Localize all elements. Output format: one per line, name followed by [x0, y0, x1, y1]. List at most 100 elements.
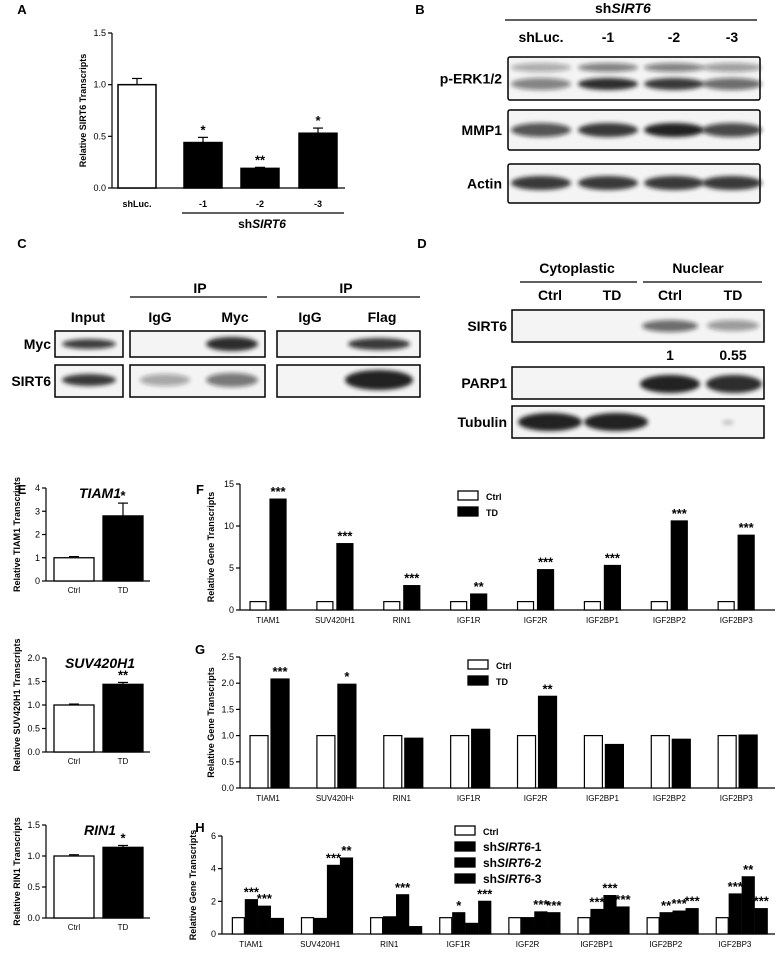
panel-f-y-tick-label: 5 — [229, 563, 234, 573]
panel-g-legend-label: TD — [496, 677, 508, 687]
panel-f-bar — [470, 593, 488, 611]
panel-g-y-tick-label: 2.0 — [221, 678, 234, 688]
panel-e-3-y-tick-label: 0.5 — [27, 882, 40, 892]
panel-a-x-tick-label: -3 — [314, 199, 322, 209]
panel-g-bar — [249, 734, 269, 789]
panel-e-1-y-axis-label: Relative TIAM1 Transcripts — [12, 477, 22, 592]
panel-e-2-x-tick-label: TD — [118, 757, 129, 766]
panel-g-x-tick-label: IGF2BP2 — [653, 794, 686, 803]
panel-f-x-tick-label: IGF2R — [524, 616, 548, 625]
panel-c-igg2-label: IgG — [298, 309, 321, 325]
panel-b-mmp1-band — [511, 123, 571, 137]
panel-h-significance: *** — [754, 894, 770, 909]
panel-h-x-tick-label: IGF1R — [447, 940, 471, 949]
panel-h-y-tick-label: 4 — [211, 864, 216, 874]
panel-h-bar — [534, 911, 548, 935]
panel-letter-G: G — [195, 642, 205, 657]
panel-h-legend-label: shSIRT6-3 — [483, 872, 542, 886]
panel-b-mmp1-band — [578, 123, 638, 137]
panel-c-myc-sirt6-band — [206, 373, 258, 387]
panel-c-row-label: Myc — [24, 336, 51, 352]
panel-a-y-tick-label: 0.5 — [93, 131, 106, 141]
panel-h-legend-swatch — [454, 841, 476, 852]
panel-e-3-x-tick-label: Ctrl — [68, 923, 81, 932]
panel-f-legend-label: Ctrl — [486, 492, 502, 502]
panel-g-significance: *** — [272, 664, 288, 679]
panel-f-x-tick-label: TIAM1 — [256, 616, 280, 625]
panel-h-significance: * — [456, 898, 462, 913]
panel-b-perk-band-upper — [644, 63, 704, 72]
panel-e-3-x-tick-label: TD — [118, 923, 129, 932]
panel-f-bar — [650, 600, 668, 611]
panel-a-y-tick-label: 0.0 — [93, 183, 106, 193]
panel-e-2-y-tick-label: 0.5 — [27, 724, 40, 734]
panel-f-legend-swatch — [457, 506, 479, 517]
panel-e-1-bar — [102, 515, 144, 582]
panel-f-significance: *** — [672, 506, 688, 521]
panel-f-bar — [383, 600, 401, 611]
panel-f-bar — [336, 543, 354, 611]
panel-c-input-label: Input — [71, 309, 106, 325]
panel-g-bar — [738, 734, 758, 789]
panel-h-significance: *** — [395, 880, 411, 895]
panel-h-legend-label: Ctrl — [483, 827, 499, 837]
panel-letter-C: C — [17, 236, 27, 251]
panel-h-legend-label: shSIRT6-1 — [483, 840, 542, 854]
panel-g-x-tick-label: IGF2R — [524, 794, 548, 803]
panel-b-row-label: p-ERK1/2 — [440, 71, 502, 87]
panel-b-actin-band — [644, 176, 704, 190]
panel-h-y-axis-label: Relative Gene Transcripts — [188, 830, 198, 941]
panel-h-significance: ** — [661, 898, 672, 913]
panel-a-group-label: shSIRT6 — [238, 217, 286, 231]
panel-e-2-bar — [53, 704, 95, 753]
panel-b-actin-band — [702, 176, 762, 190]
panel-d-quant-label: 0.55 — [719, 347, 746, 363]
panel-b-lane-label: -3 — [726, 29, 739, 45]
panel-h-legend-swatch — [454, 873, 476, 884]
panel-f-significance: *** — [404, 571, 420, 586]
panel-c-row-label: SIRT6 — [11, 373, 51, 389]
panel-h-bar — [672, 910, 686, 935]
panel-h-bar — [383, 916, 397, 935]
panel-b-row-label: MMP1 — [462, 122, 503, 138]
panel-g-legend-swatch — [467, 659, 489, 670]
panel-f-y-tick-label: 15 — [224, 479, 234, 489]
panel-h-bar — [521, 917, 535, 935]
panel-e-2-x-tick-label: Ctrl — [68, 757, 81, 766]
panel-g-significance: * — [344, 669, 350, 684]
panel-e-1-y-tick-label: 0 — [35, 576, 40, 586]
panel-g-x-tick-label: IGF2BP1 — [586, 794, 619, 803]
panel-d-sirt6-band — [642, 320, 698, 332]
panel-h-bar — [715, 917, 729, 935]
panel-g-bar — [604, 743, 625, 789]
panel-e-3-title: RIN1 — [84, 822, 116, 838]
panel-b-perk-band-upper — [702, 63, 762, 72]
panel-h-bar — [231, 917, 245, 935]
panel-h-significance: ** — [341, 843, 352, 858]
panel-g-y-axis-label: Relative Gene Transcripts — [206, 667, 216, 778]
panel-b-mmp1-band — [702, 123, 762, 137]
panel-f-bar — [583, 600, 602, 611]
panel-h-significance: *** — [728, 879, 744, 894]
panel-e-1-y-tick-label: 2 — [35, 530, 40, 540]
panel-h-bar — [590, 908, 604, 935]
panel-e-3-y-tick-label: 0.0 — [27, 913, 40, 923]
panel-b-lane-label: -2 — [668, 29, 681, 45]
panel-h-x-tick-label: IGF2BP2 — [649, 940, 682, 949]
panel-g-y-tick-label: 1.5 — [221, 704, 234, 714]
panel-a-bar — [240, 167, 280, 189]
panel-letter-B: B — [415, 2, 424, 17]
panel-h-bar — [326, 864, 341, 935]
panel-g-bar — [383, 734, 403, 789]
panel-g-bar — [650, 734, 670, 789]
panel-h-bar — [409, 926, 423, 935]
panel-e-1-significance: * — [120, 488, 126, 503]
panel-e-1-y-tick-label: 1 — [35, 553, 40, 563]
panel-h-significance: ** — [743, 862, 754, 877]
panel-b-perk-band-lower — [702, 78, 762, 90]
panel-h-x-tick-label: SUV420H1 — [300, 940, 341, 949]
panel-f-significance: *** — [739, 520, 755, 535]
panel-a-y-axis-label: Relative SIRT6 Transcripts — [78, 54, 88, 168]
panel-h-legend-label: shSIRT6-2 — [483, 856, 542, 870]
panel-h-bar — [313, 917, 328, 935]
